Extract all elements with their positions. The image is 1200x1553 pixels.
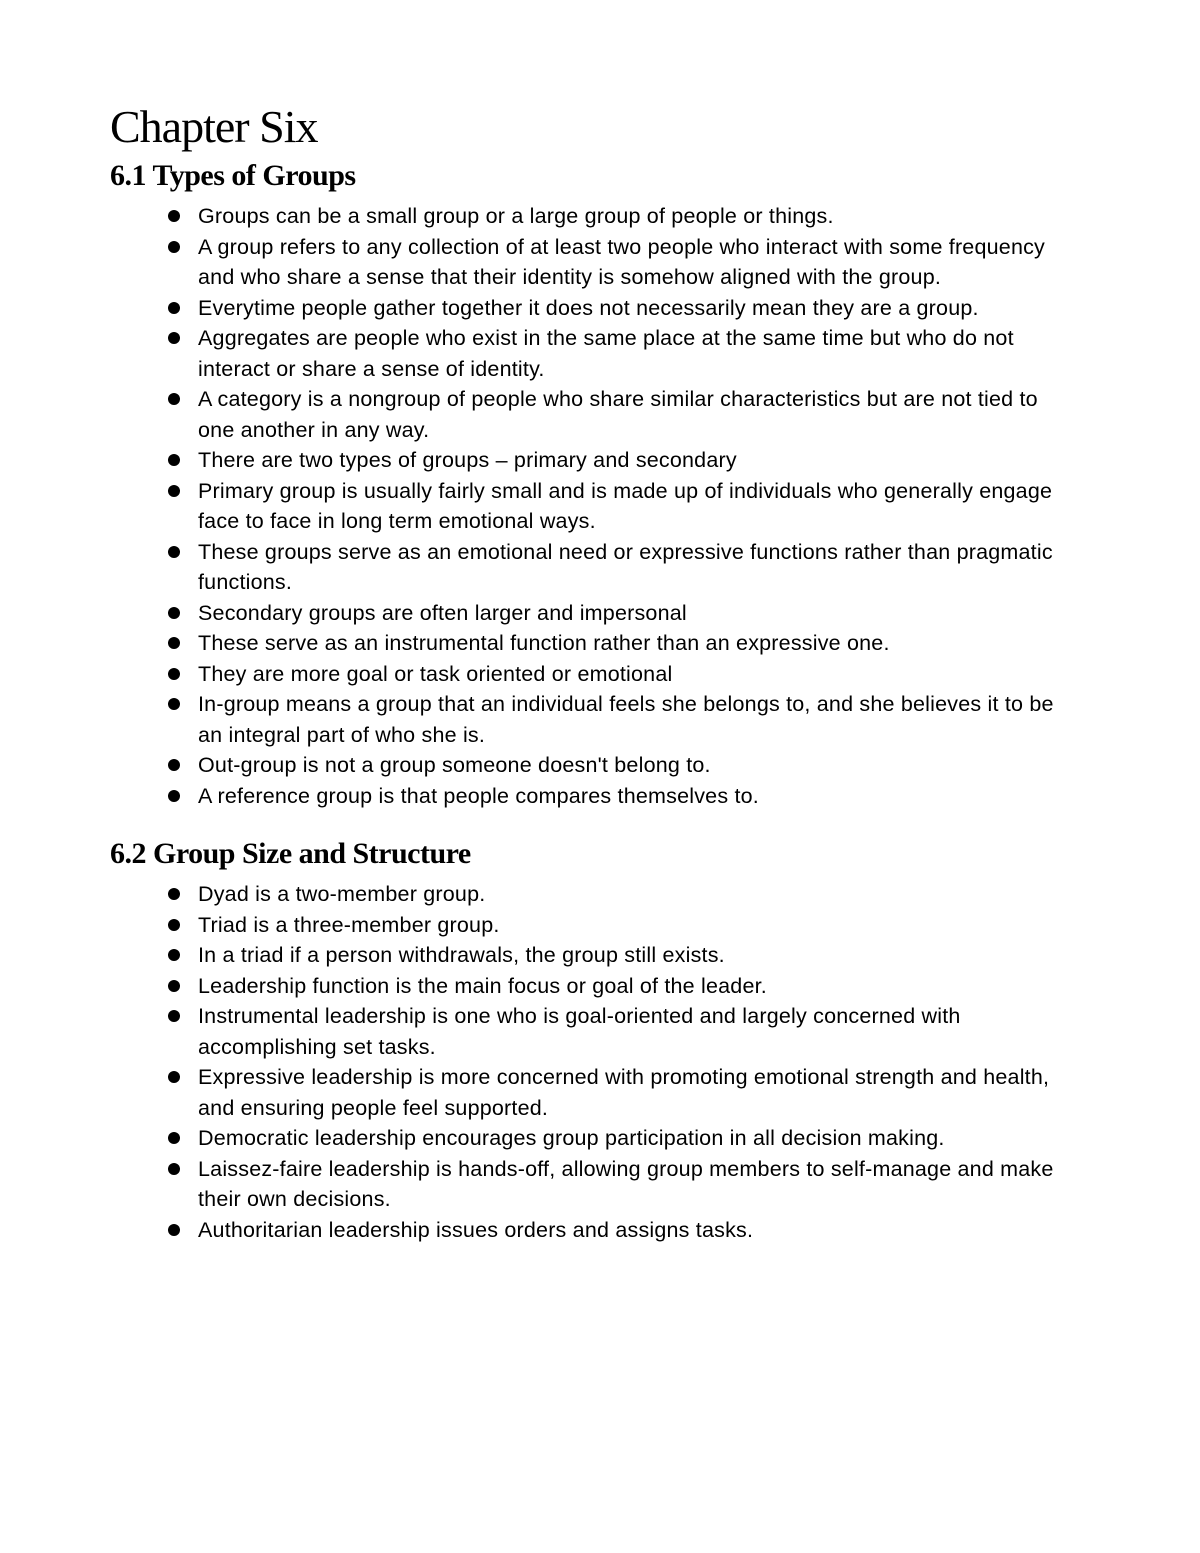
list-item: Expressive leadership is more concerned … xyxy=(168,1062,1080,1123)
list-item: Groups can be a small group or a large g… xyxy=(168,201,1080,232)
section-title-0: 6.1 Types of Groups xyxy=(110,159,1080,193)
list-item: Instrumental leadership is one who is go… xyxy=(168,1001,1080,1062)
list-item: Primary group is usually fairly small an… xyxy=(168,476,1080,537)
list-item: Dyad is a two-member group. xyxy=(168,879,1080,910)
list-item: There are two types of groups – primary … xyxy=(168,445,1080,476)
list-item: Triad is a three-member group. xyxy=(168,910,1080,941)
list-item: Democratic leadership encourages group p… xyxy=(168,1123,1080,1154)
bullet-list-0: Groups can be a small group or a large g… xyxy=(110,201,1080,811)
list-item: A reference group is that people compare… xyxy=(168,781,1080,812)
list-item: These serve as an instrumental function … xyxy=(168,628,1080,659)
list-item: Laissez-faire leadership is hands-off, a… xyxy=(168,1154,1080,1215)
list-item: These groups serve as an emotional need … xyxy=(168,537,1080,598)
list-item: A group refers to any collection of at l… xyxy=(168,232,1080,293)
bullet-list-1: Dyad is a two-member group. Triad is a t… xyxy=(110,879,1080,1245)
list-item: Secondary groups are often larger and im… xyxy=(168,598,1080,629)
list-item: In-group means a group that an individua… xyxy=(168,689,1080,750)
list-item: Authoritarian leadership issues orders a… xyxy=(168,1215,1080,1246)
chapter-title: Chapter Six xyxy=(110,100,1080,153)
list-item: Out-group is not a group someone doesn't… xyxy=(168,750,1080,781)
list-item: Everytime people gather together it does… xyxy=(168,293,1080,324)
list-item: A category is a nongroup of people who s… xyxy=(168,384,1080,445)
list-item: Aggregates are people who exist in the s… xyxy=(168,323,1080,384)
list-item: In a triad if a person withdrawals, the … xyxy=(168,940,1080,971)
list-item: Leadership function is the main focus or… xyxy=(168,971,1080,1002)
section-title-1: 6.2 Group Size and Structure xyxy=(110,837,1080,871)
list-item: They are more goal or task oriented or e… xyxy=(168,659,1080,690)
